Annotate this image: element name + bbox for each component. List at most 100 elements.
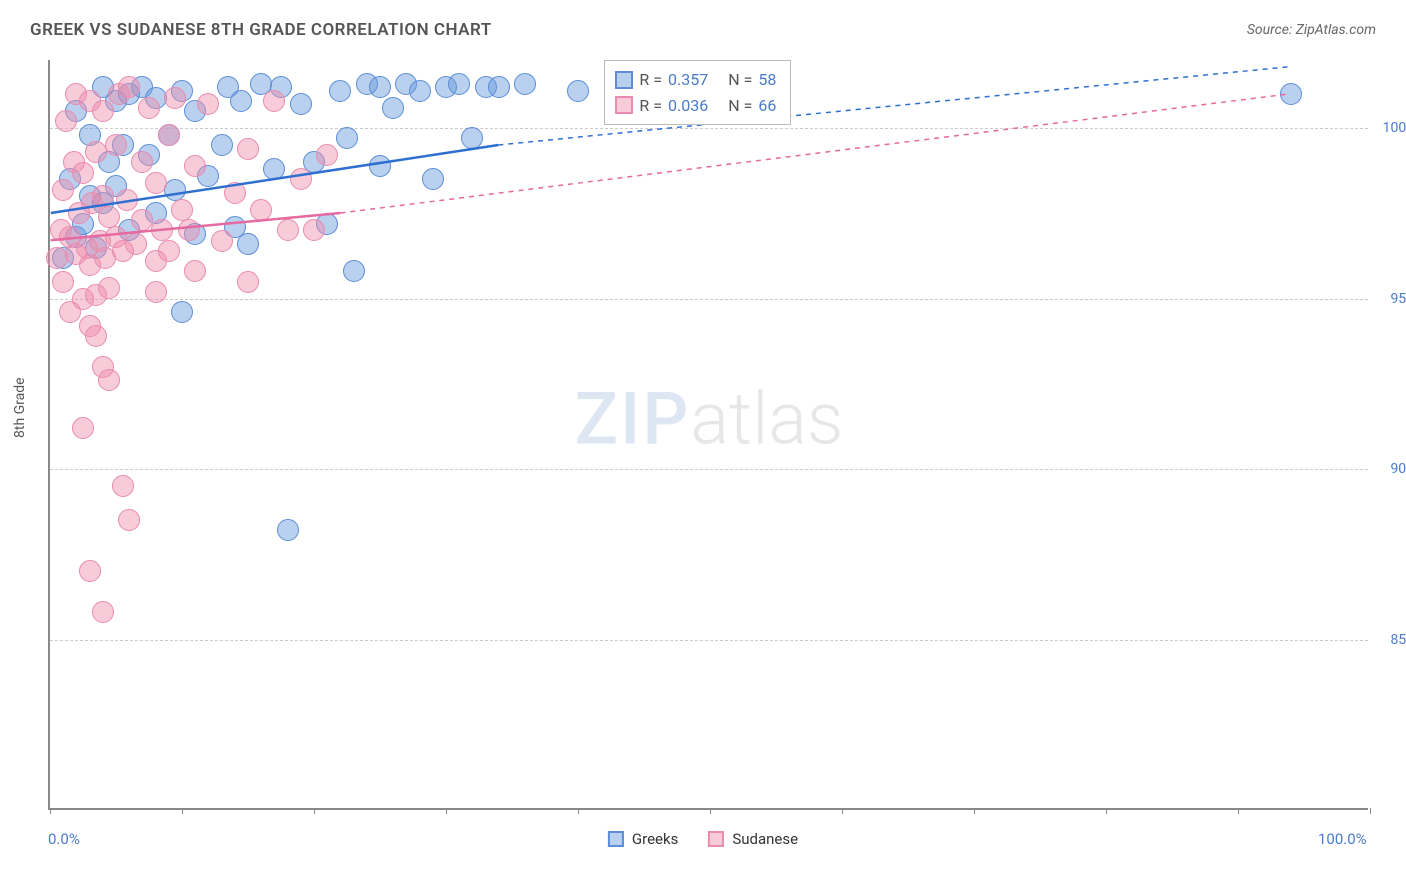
sudanese-swatch bbox=[708, 831, 724, 847]
sudanese-marker bbox=[237, 138, 259, 160]
n-label: N = bbox=[728, 93, 752, 119]
sudanese-marker bbox=[184, 260, 206, 282]
greeks-marker bbox=[567, 80, 589, 102]
greeks-n-value: 58 bbox=[758, 67, 776, 93]
x-tick bbox=[710, 808, 711, 814]
y-axis-title: 8th Grade bbox=[12, 377, 28, 438]
gridline-h bbox=[50, 299, 1368, 300]
greeks-marker bbox=[336, 127, 358, 149]
sudanese-marker bbox=[46, 247, 68, 269]
gridline-h bbox=[50, 128, 1368, 129]
greeks-marker bbox=[488, 76, 510, 98]
sudanese-marker bbox=[277, 219, 299, 241]
y-tick-label: 85.0% bbox=[1390, 632, 1406, 648]
sudanese-marker bbox=[118, 509, 140, 531]
sudanese-trendline-extrapolated bbox=[340, 94, 1288, 213]
r-label: R = bbox=[639, 67, 662, 93]
chart-header: GREEK VS SUDANESE 8TH GRADE CORRELATION … bbox=[30, 20, 1376, 40]
greeks-marker bbox=[343, 260, 365, 282]
x-tick bbox=[50, 808, 51, 814]
x-tick bbox=[1238, 808, 1239, 814]
sudanese-marker bbox=[164, 87, 186, 109]
sudanese-marker bbox=[290, 168, 312, 190]
greeks-legend-swatch bbox=[615, 71, 633, 89]
sudanese-marker bbox=[224, 182, 246, 204]
source-attribution: Source: ZipAtlas.com bbox=[1247, 22, 1376, 38]
sudanese-marker bbox=[211, 230, 233, 252]
greeks-marker bbox=[448, 73, 470, 95]
sudanese-marker bbox=[72, 417, 94, 439]
sudanese-marker bbox=[116, 189, 138, 211]
sudanese-marker bbox=[303, 219, 325, 241]
sudanese-marker bbox=[197, 93, 219, 115]
y-tick-label: 100.0% bbox=[1383, 120, 1406, 136]
greeks-marker bbox=[164, 179, 186, 201]
bottom-legend-item-sudanese: Sudanese bbox=[708, 830, 798, 848]
correlation-legend: R = 0.357N = 58R = 0.036N = 66 bbox=[604, 60, 791, 125]
y-tick-label: 90.0% bbox=[1390, 461, 1406, 477]
greeks-swatch bbox=[608, 831, 624, 847]
series-legend: Greeks Sudanese bbox=[608, 830, 798, 848]
greeks-marker bbox=[382, 97, 404, 119]
sudanese-marker bbox=[85, 141, 107, 163]
x-tick bbox=[578, 808, 579, 814]
sudanese-marker bbox=[118, 76, 140, 98]
sudanese-marker bbox=[92, 601, 114, 623]
sudanese-marker bbox=[145, 172, 167, 194]
greeks-marker bbox=[461, 127, 483, 149]
greeks-marker bbox=[1280, 83, 1302, 105]
sudanese-marker bbox=[85, 325, 107, 347]
x-tick bbox=[182, 808, 183, 814]
x-tick bbox=[446, 808, 447, 814]
greeks-marker bbox=[290, 93, 312, 115]
sudanese-label: Sudanese bbox=[732, 830, 798, 848]
sudanese-marker bbox=[178, 219, 200, 241]
chart-container: GREEK VS SUDANESE 8TH GRADE CORRELATION … bbox=[0, 0, 1406, 892]
sudanese-marker bbox=[158, 240, 180, 262]
sudanese-marker bbox=[131, 151, 153, 173]
x-tick bbox=[1370, 808, 1371, 814]
greeks-marker bbox=[422, 168, 444, 190]
watermark-part2: atlas bbox=[690, 377, 843, 462]
x-axis-min-label: 0.0% bbox=[48, 830, 80, 848]
sudanese-marker bbox=[55, 110, 77, 132]
sudanese-marker bbox=[52, 271, 74, 293]
greeks-label: Greeks bbox=[632, 830, 678, 848]
x-tick bbox=[1106, 808, 1107, 814]
sudanese-marker bbox=[184, 155, 206, 177]
greeks-marker bbox=[263, 158, 285, 180]
sudanese-marker bbox=[79, 560, 101, 582]
sudanese-marker bbox=[105, 134, 127, 156]
sudanese-marker bbox=[52, 179, 74, 201]
sudanese-marker bbox=[98, 369, 120, 391]
sudanese-marker bbox=[98, 206, 120, 228]
greeks-marker bbox=[171, 301, 193, 323]
sudanese-marker bbox=[92, 100, 114, 122]
sudanese-marker bbox=[131, 209, 153, 231]
sudanese-legend-swatch bbox=[615, 96, 633, 114]
sudanese-marker bbox=[145, 281, 167, 303]
greeks-marker bbox=[409, 80, 431, 102]
sudanese-marker bbox=[112, 475, 134, 497]
chart-svg-layer bbox=[50, 60, 1368, 808]
sudanese-r-value: 0.036 bbox=[668, 93, 708, 119]
greeks-marker bbox=[277, 519, 299, 541]
sudanese-marker bbox=[98, 277, 120, 299]
sudanese-marker bbox=[151, 219, 173, 241]
sudanese-marker bbox=[92, 185, 114, 207]
gridline-h bbox=[50, 640, 1368, 641]
greeks-marker bbox=[211, 134, 233, 156]
watermark: ZIPatlas bbox=[575, 377, 844, 462]
greeks-marker bbox=[230, 90, 252, 112]
sudanese-marker bbox=[125, 233, 147, 255]
x-tick bbox=[842, 808, 843, 814]
greeks-marker bbox=[514, 73, 536, 95]
greeks-marker bbox=[237, 233, 259, 255]
y-tick-label: 95.0% bbox=[1390, 291, 1406, 307]
watermark-part1: ZIP bbox=[575, 377, 691, 462]
sudanese-marker bbox=[237, 271, 259, 293]
greeks-marker bbox=[369, 76, 391, 98]
greeks-r-value: 0.357 bbox=[668, 67, 708, 93]
x-tick bbox=[314, 808, 315, 814]
sudanese-marker bbox=[158, 124, 180, 146]
